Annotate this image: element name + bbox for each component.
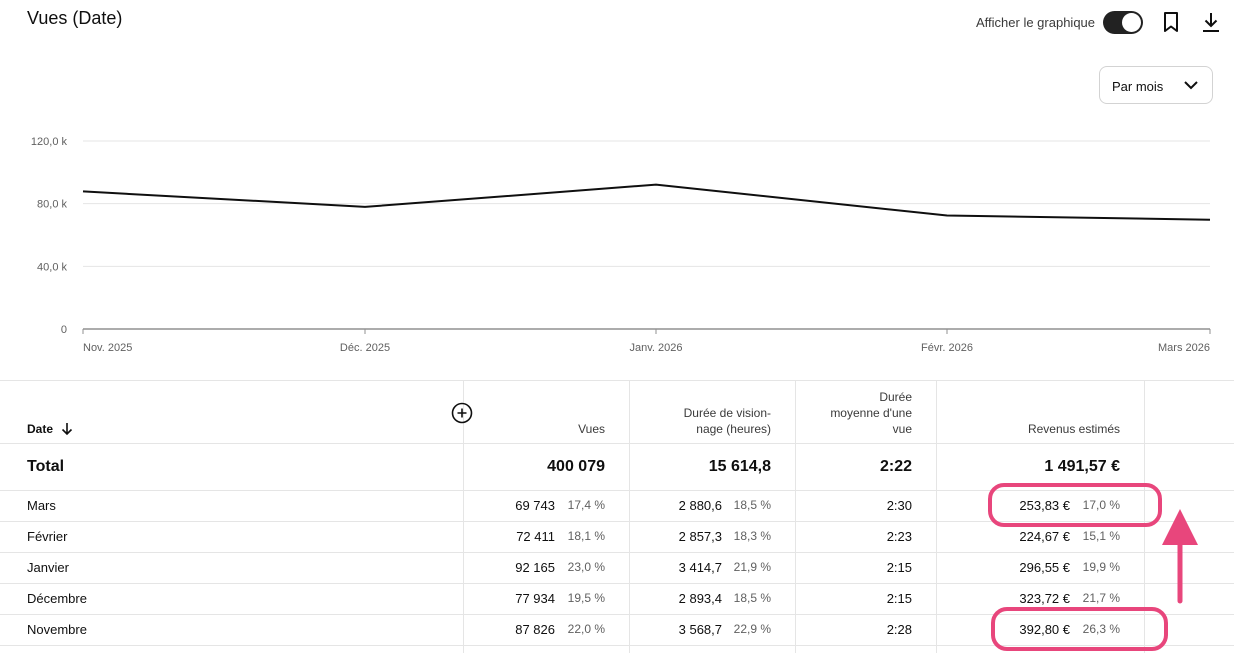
total-label: Total bbox=[27, 458, 65, 475]
row-avg-duration: 2:15 bbox=[886, 591, 912, 606]
row-watch-time: 2 880,6 bbox=[678, 498, 722, 513]
y-tick-label: 40,0 k bbox=[37, 261, 67, 273]
show-chart-label: Afficher le graphique bbox=[976, 15, 1096, 30]
row-views: 77 934 bbox=[515, 591, 555, 606]
row-avg-duration: 2:28 bbox=[886, 622, 912, 637]
row-views-pct: 23,0 % bbox=[567, 560, 605, 574]
watch-header-line1: Durée de vision- bbox=[683, 406, 771, 420]
x-tick-label: Mars 2026 bbox=[1158, 342, 1210, 354]
row-views-pct: 18,1 % bbox=[567, 529, 605, 543]
row-avg-duration: 2:15 bbox=[886, 560, 912, 575]
period-select-value: Par mois bbox=[1112, 79, 1164, 94]
row-watch-pct: 21,9 % bbox=[733, 560, 771, 574]
x-tick-label: Févr. 2026 bbox=[921, 342, 973, 354]
row-divider bbox=[0, 645, 1234, 646]
add-column-button[interactable] bbox=[451, 402, 473, 424]
total-views: 400 079 bbox=[547, 458, 605, 475]
row-watch-pct: 18,3 % bbox=[733, 529, 771, 543]
y-tick-label: 0 bbox=[61, 324, 67, 336]
avg-duration-column-header[interactable]: Durée moyenne d'une vue bbox=[805, 389, 912, 437]
revenue-column-header[interactable]: Revenus estimés bbox=[1027, 422, 1120, 436]
col-divider bbox=[936, 380, 937, 653]
row-views-pct: 17,4 % bbox=[567, 498, 605, 512]
row-revenue-pct: 19,9 % bbox=[1082, 560, 1120, 574]
x-tick-label: Déc. 2025 bbox=[340, 342, 390, 354]
highlight-circle-march-revenue bbox=[988, 483, 1162, 527]
row-revenue-pct: 15,1 % bbox=[1082, 529, 1120, 543]
row-views: 72 411 bbox=[516, 529, 555, 544]
bookmark-icon[interactable] bbox=[1159, 10, 1183, 34]
arrow-down-icon bbox=[62, 423, 73, 436]
row-revenue-pct: 26,3 % bbox=[1082, 622, 1120, 636]
table-total-divider bbox=[0, 490, 1234, 491]
toggle-knob bbox=[1122, 13, 1141, 32]
row-date: Mars bbox=[27, 498, 56, 513]
date-column-header[interactable]: Date bbox=[27, 421, 74, 437]
avg-header-line1: Durée bbox=[879, 390, 912, 404]
row-revenue: 323,72 € bbox=[1019, 591, 1070, 606]
row-watch-time: 3 568,7 bbox=[678, 622, 722, 637]
page-title: Vues (Date) bbox=[27, 8, 123, 28]
add-circle-icon bbox=[451, 402, 473, 424]
row-views: 87 826 bbox=[515, 622, 555, 637]
row-watch-pct: 18,5 % bbox=[733, 498, 771, 512]
row-divider bbox=[0, 552, 1234, 553]
row-avg-duration: 2:30 bbox=[886, 498, 912, 513]
col-divider bbox=[629, 380, 630, 653]
row-views: 92 165 bbox=[515, 560, 555, 575]
row-date: Février bbox=[27, 529, 68, 544]
row-watch-time: 2 893,4 bbox=[678, 591, 722, 606]
highlight-circle-november-revenue bbox=[991, 607, 1168, 651]
date-header-label: Date bbox=[27, 422, 54, 436]
row-date: Janvier bbox=[27, 560, 69, 575]
x-tick-label: Janv. 2026 bbox=[629, 342, 682, 354]
period-select[interactable]: Par mois bbox=[1099, 66, 1213, 104]
total-revenue: 1 491,57 € bbox=[1044, 458, 1120, 475]
row-views-pct: 19,5 % bbox=[567, 591, 605, 605]
chevron-down-icon bbox=[1184, 81, 1198, 90]
col-divider bbox=[795, 380, 796, 653]
col-divider bbox=[1144, 380, 1145, 653]
row-revenue: 253,83 € bbox=[1019, 498, 1070, 513]
views-line-chart: 0 40,0 k 80,0 k 120,0 k Nov. 2025 Déc. 2025 Ja… bbox=[31, 136, 1211, 354]
row-revenue: 224,67 € bbox=[1019, 529, 1070, 544]
views-series-line bbox=[82, 183, 1211, 221]
y-tick-label: 80,0 k bbox=[37, 199, 67, 211]
row-date: Décembre bbox=[27, 591, 87, 606]
col-divider bbox=[463, 380, 464, 653]
row-revenue-pct: 17,0 % bbox=[1082, 498, 1120, 512]
arrow-up-annotation-icon bbox=[1162, 509, 1198, 604]
row-avg-duration: 2:23 bbox=[886, 529, 912, 544]
table-top-divider bbox=[0, 380, 1234, 381]
total-watch-time: 15 614,8 bbox=[708, 458, 771, 475]
y-tick-label: 120,0 k bbox=[31, 136, 68, 148]
row-views: 69 743 bbox=[515, 498, 555, 513]
watch-header-line2: nage (heures) bbox=[696, 422, 771, 436]
avg-header-line2: moyenne d'une bbox=[830, 406, 912, 420]
total-avg-duration: 2:22 bbox=[879, 458, 912, 475]
x-tick-label: Nov. 2025 bbox=[83, 342, 132, 354]
row-divider bbox=[0, 583, 1234, 584]
row-revenue-pct: 21,7 % bbox=[1082, 591, 1120, 605]
watch-time-column-header[interactable]: Durée de vision- nage (heures) bbox=[640, 405, 771, 437]
avg-header-line3: vue bbox=[892, 422, 912, 436]
row-watch-time: 3 414,7 bbox=[678, 560, 722, 575]
row-watch-pct: 18,5 % bbox=[733, 591, 771, 605]
views-column-header[interactable]: Vues bbox=[578, 422, 605, 436]
show-chart-toggle[interactable] bbox=[1103, 11, 1143, 34]
row-watch-time: 2 857,3 bbox=[678, 529, 722, 544]
row-divider bbox=[0, 614, 1234, 615]
row-divider bbox=[0, 521, 1234, 522]
table-header-divider bbox=[0, 443, 1234, 444]
download-icon[interactable] bbox=[1199, 10, 1223, 34]
row-views-pct: 22,0 % bbox=[567, 622, 605, 636]
row-date: Novembre bbox=[27, 622, 87, 637]
row-revenue: 296,55 € bbox=[1019, 560, 1070, 575]
row-watch-pct: 22,9 % bbox=[733, 622, 771, 636]
row-revenue: 392,80 € bbox=[1019, 622, 1070, 637]
